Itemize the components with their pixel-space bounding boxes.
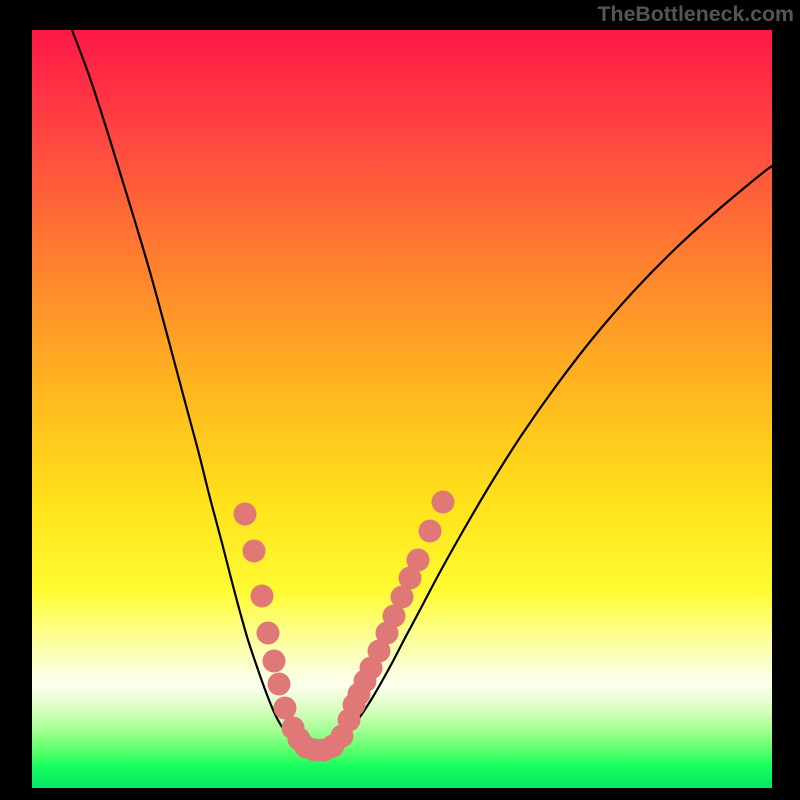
marker-dot [432,491,455,514]
watermark-text: TheBottleneck.com [598,2,794,27]
marker-dot [419,520,442,543]
bottleneck-curve [72,30,772,750]
marker-dot [263,650,286,673]
marker-dot [338,709,361,732]
marker-dot [257,622,280,645]
marker-dot [243,540,266,563]
marker-dot [234,503,257,526]
marker-dot [268,673,291,696]
curve-layer [32,30,772,788]
valley-dots [282,709,361,762]
plot-area [32,30,772,788]
marker-dot [251,585,274,608]
right-arm-dots [343,491,455,717]
canvas-root: TheBottleneck.com [0,0,800,800]
marker-dot [274,697,297,720]
marker-dot [407,549,430,572]
